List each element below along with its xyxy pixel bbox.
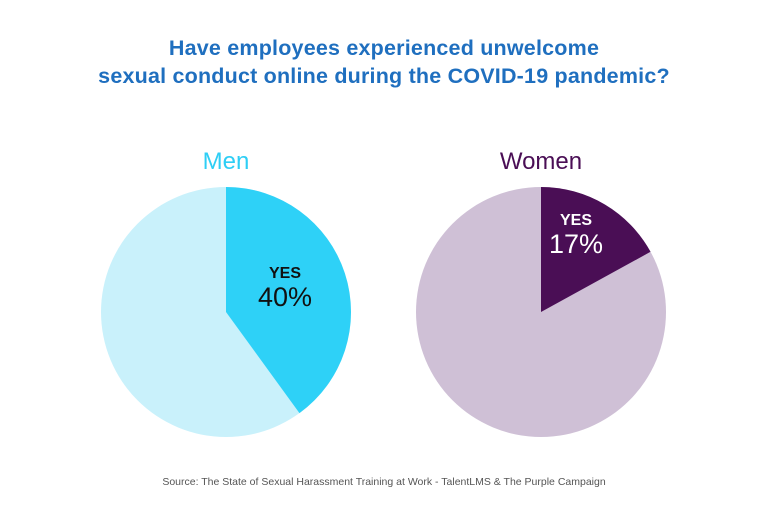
men-yes-text: YES (268, 265, 301, 282)
men-yes-slice (226, 187, 352, 414)
women-yes-percent: 17% (548, 229, 604, 259)
men-pie-chart (101, 187, 352, 437)
chart-title-line-2: sexual conduct online during the COVID-1… (98, 64, 670, 88)
women-yes-text: YES (559, 212, 592, 229)
men-yes-percent: 40% (257, 282, 313, 312)
women-pie-title: Women (499, 148, 583, 175)
source-note: Source: The State of Sexual Harassment T… (162, 476, 606, 488)
women-yes-label: YES 17% (536, 212, 616, 258)
chart-title-line-1: Have employees experienced unwelcome (168, 36, 600, 60)
men-yes-label: YES 40% (245, 265, 325, 311)
chart-title: Have employees experienced unwelcome sex… (0, 34, 768, 90)
women-yes-slice (541, 187, 651, 312)
men-pie-title: Men (202, 148, 250, 175)
women-pie-chart (416, 187, 666, 437)
